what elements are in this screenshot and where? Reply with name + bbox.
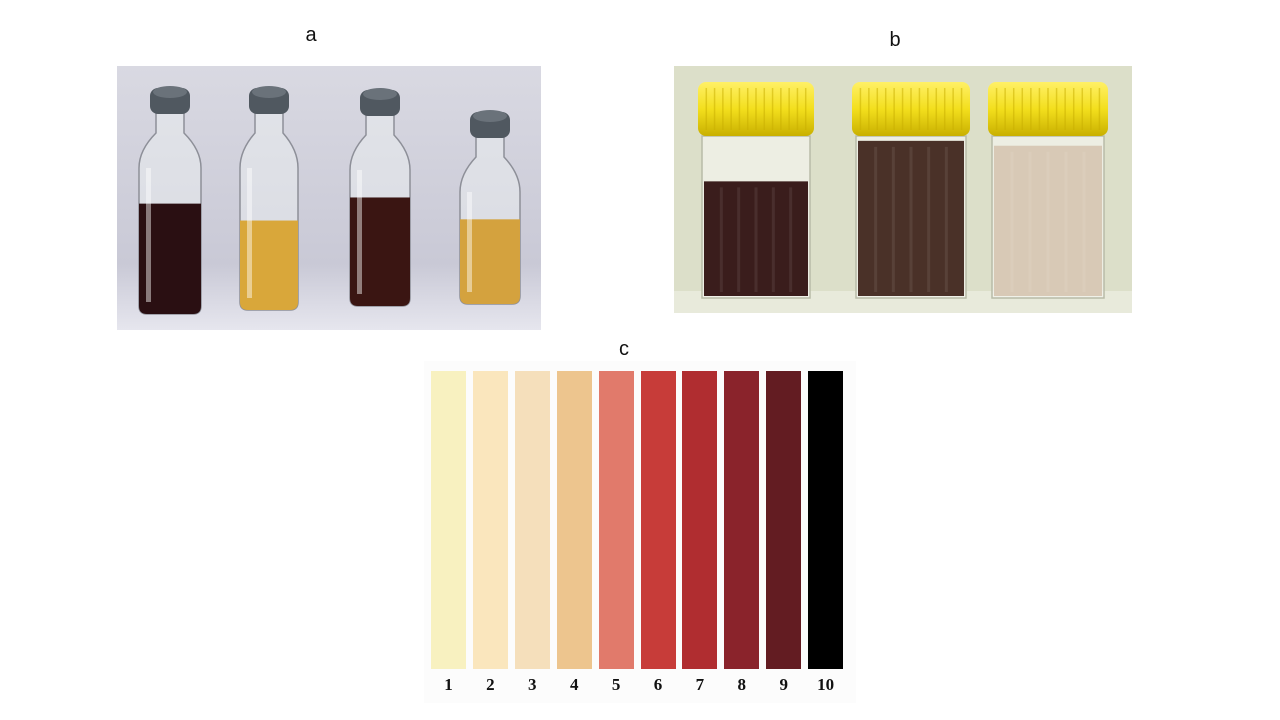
jars-illustration (674, 66, 1132, 313)
panel-label-c: c (619, 338, 629, 360)
glass-highlight (467, 192, 472, 292)
swatch-number: 10 (817, 675, 835, 694)
panel-label-b: b (889, 29, 901, 51)
swatch-number: 3 (528, 675, 537, 694)
color-swatch-9 (766, 371, 802, 669)
swatch-number: 9 (779, 675, 788, 694)
color-swatch-4 (556, 371, 592, 669)
cap-top (473, 110, 507, 122)
color-swatch-8 (724, 371, 760, 669)
jar (698, 82, 814, 299)
color-swatch-2 (472, 371, 508, 669)
glass-highlight (146, 168, 151, 302)
swatch-number: 8 (737, 675, 747, 694)
color-scale-panel: 1 2 3 4 5 6 7 8 9 10 (424, 361, 856, 703)
color-swatch-5 (598, 371, 634, 669)
swatch-number: 2 (486, 675, 495, 694)
swatch-number: 4 (569, 675, 579, 694)
swatch-number: 1 (444, 675, 453, 694)
bottle (239, 86, 299, 311)
color-swatch-1 (431, 371, 466, 669)
color-swatch-10 (808, 371, 844, 669)
panel-label-a: a (305, 24, 317, 46)
swatch-number: 7 (695, 675, 705, 694)
swatch-number: 6 (653, 675, 663, 694)
swatch-number: 5 (611, 675, 621, 694)
cap-top (363, 88, 397, 100)
jar (852, 82, 970, 299)
bottle (459, 110, 521, 305)
jar-liquid (858, 140, 964, 296)
jar (988, 82, 1108, 299)
glass-highlight (357, 170, 362, 294)
jars-photo (674, 66, 1132, 313)
bottle-liquid (350, 197, 410, 306)
jar-liquid (704, 181, 808, 296)
bottle (138, 86, 202, 315)
cap-top (153, 86, 187, 98)
bottle-liquid (139, 203, 201, 314)
jar-liquid (994, 145, 1102, 296)
cap-top (252, 86, 286, 98)
bottle-liquid (240, 220, 298, 310)
bottle-liquid (460, 219, 520, 304)
bottle (349, 88, 411, 307)
color-swatch-7 (682, 371, 718, 669)
bottles-photo (117, 66, 541, 330)
bottles-illustration (117, 66, 541, 330)
glass-highlight (247, 168, 252, 298)
color-swatch-6 (640, 371, 676, 669)
color-swatch-3 (514, 371, 550, 669)
